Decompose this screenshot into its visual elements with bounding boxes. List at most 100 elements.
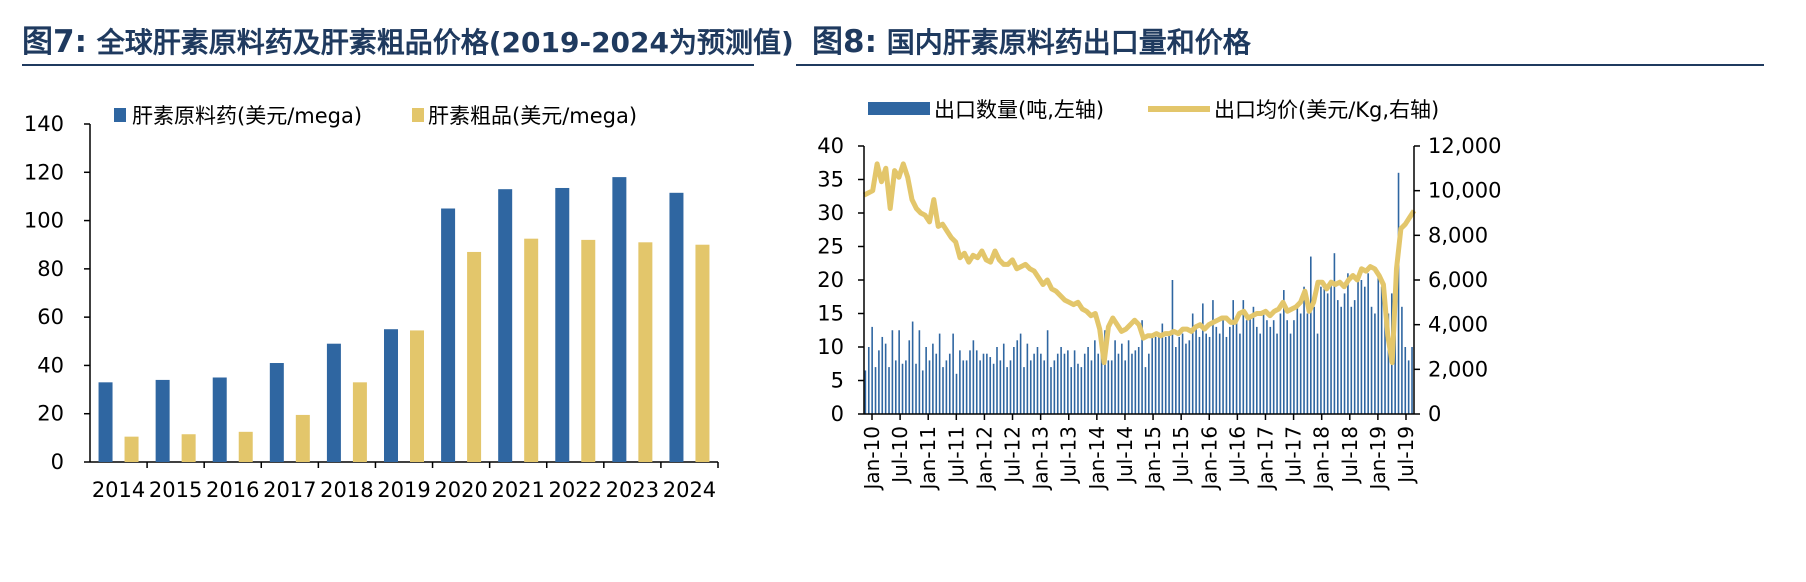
y-tick-label: 40 — [37, 353, 64, 377]
export-volume-bar — [948, 353, 951, 414]
export-volume-bar — [1158, 333, 1160, 414]
export-volume-bar — [1256, 326, 1258, 414]
export-volume-bar — [884, 343, 887, 414]
export-volume-bar — [1195, 326, 1197, 414]
export-volume-bar — [1289, 333, 1292, 414]
export-volume-bar — [1266, 320, 1268, 414]
export-volume-bar — [1124, 360, 1127, 414]
x-tick-label: 2023 — [606, 478, 659, 502]
export-volume-bar — [1252, 306, 1255, 414]
export-volume-bar — [1343, 293, 1346, 414]
export-volume-bar — [1353, 300, 1356, 414]
export-volume-bar — [1117, 353, 1120, 414]
export-volume-bar — [921, 370, 924, 414]
left-y-tick-label: 15 — [817, 302, 844, 326]
figure-7-title: 图7: 全球肝素原料药及肝素粗品价格(2019-2024为预测值) — [22, 16, 794, 61]
x-tick-label: Jan-18 — [1310, 426, 1334, 492]
export-volume-bar — [945, 360, 948, 414]
legend-label-crude: 肝素粗品(美元/mega) — [428, 104, 637, 128]
export-volume-bar — [1326, 293, 1329, 414]
export-volume-bar — [1121, 343, 1123, 414]
export-volume-bar — [1286, 320, 1288, 414]
export-volume-bar — [1060, 347, 1062, 414]
export-volume-bar — [1036, 347, 1039, 414]
x-tick-label: Jan-14 — [1085, 426, 1109, 492]
export-volume-bar — [1033, 353, 1035, 414]
legend-swatch-api — [114, 108, 126, 122]
export-volume-bar — [1056, 353, 1059, 414]
export-volume-bar — [986, 353, 988, 414]
x-tick-label: Jan-11 — [916, 426, 940, 492]
x-tick-label: 2017 — [263, 478, 316, 502]
figure-8-chart: 0 5 10 15 20 25 30 35 40 0 2,000 4,000 6,000 8,000 10,… — [817, 98, 1501, 492]
export-volume-bar — [874, 367, 877, 414]
bar-api — [498, 189, 513, 462]
export-volume-bar — [1002, 343, 1005, 414]
legend-label-price: 出口均价(美元/Kg,右轴) — [1214, 98, 1439, 122]
export-volume-bar — [915, 363, 917, 414]
bar-api — [155, 379, 170, 462]
x-tick-label: 2022 — [549, 478, 602, 502]
export-volume-bar — [1380, 286, 1383, 414]
export-volume-bar — [1006, 367, 1008, 414]
export-volume-bar — [996, 347, 998, 414]
export-volume-bar — [1009, 360, 1012, 414]
export-volume-bar — [1029, 360, 1032, 414]
export-volume-bar — [1293, 320, 1295, 414]
export-volume-bar — [888, 367, 890, 414]
export-volume-bar — [1262, 313, 1265, 414]
bar-api — [269, 363, 284, 462]
bar-api — [669, 192, 684, 463]
export-volume-bar — [1144, 367, 1147, 414]
figure-8-title: 图8: 国内肝素原料药出口量和价格 — [812, 16, 1251, 61]
right-y-tick-label: 12,000 — [1428, 134, 1501, 158]
export-volume-bar — [1357, 280, 1359, 414]
export-volume-bar — [1367, 273, 1369, 414]
y-tick-label: 20 — [37, 402, 64, 426]
bar-api — [612, 177, 627, 462]
export-volume-bar — [928, 360, 931, 414]
export-volume-bar — [905, 360, 907, 414]
x-tick-label: Jan-16 — [1197, 426, 1221, 492]
export-volume-bar — [901, 363, 904, 414]
export-volume-bar — [1127, 340, 1130, 414]
export-volume-bar — [1175, 347, 1177, 414]
export-volume-bar — [1046, 330, 1049, 414]
export-volume-bar — [1360, 280, 1363, 414]
export-volume-bar — [1191, 313, 1194, 414]
x-tick-label: Jul-16 — [1225, 426, 1249, 485]
export-volume-bar — [1249, 316, 1251, 414]
export-volume-bar — [1235, 320, 1238, 414]
export-volume-bar — [867, 347, 870, 414]
export-volume-bar — [1397, 172, 1400, 414]
export-volume-bar — [1202, 303, 1204, 414]
export-volume-bar — [1013, 347, 1015, 414]
export-volume-bar — [989, 357, 992, 414]
left-y-tick-label: 20 — [817, 268, 844, 292]
x-tick-label: 2018 — [320, 478, 373, 502]
figure-7-label: 图7: — [22, 24, 87, 60]
export-volume-bar — [1296, 306, 1299, 414]
export-volume-bar — [1077, 363, 1079, 414]
export-volume-bar — [1330, 280, 1332, 414]
export-volume-bar — [1229, 326, 1231, 414]
bar-crude — [695, 244, 710, 462]
export-volume-bar — [1070, 367, 1073, 414]
export-volume-bar — [1269, 326, 1272, 414]
export-volume-bar — [1019, 333, 1022, 414]
export-volume-bar — [1141, 320, 1143, 414]
export-volume-bar — [925, 347, 927, 414]
left-y-tick-label: 40 — [817, 134, 844, 158]
export-volume-bar — [1107, 360, 1110, 414]
right-y-tick-label: 4,000 — [1428, 313, 1488, 337]
export-volume-bar — [1225, 336, 1228, 414]
export-volume-bar — [864, 370, 867, 414]
export-volume-bar — [1104, 330, 1106, 414]
export-volume-bar — [1411, 347, 1413, 414]
export-volume-bar — [1239, 333, 1241, 414]
export-volume-bar — [898, 330, 900, 414]
bar-crude — [238, 431, 253, 462]
export-volume-bar — [942, 367, 944, 414]
